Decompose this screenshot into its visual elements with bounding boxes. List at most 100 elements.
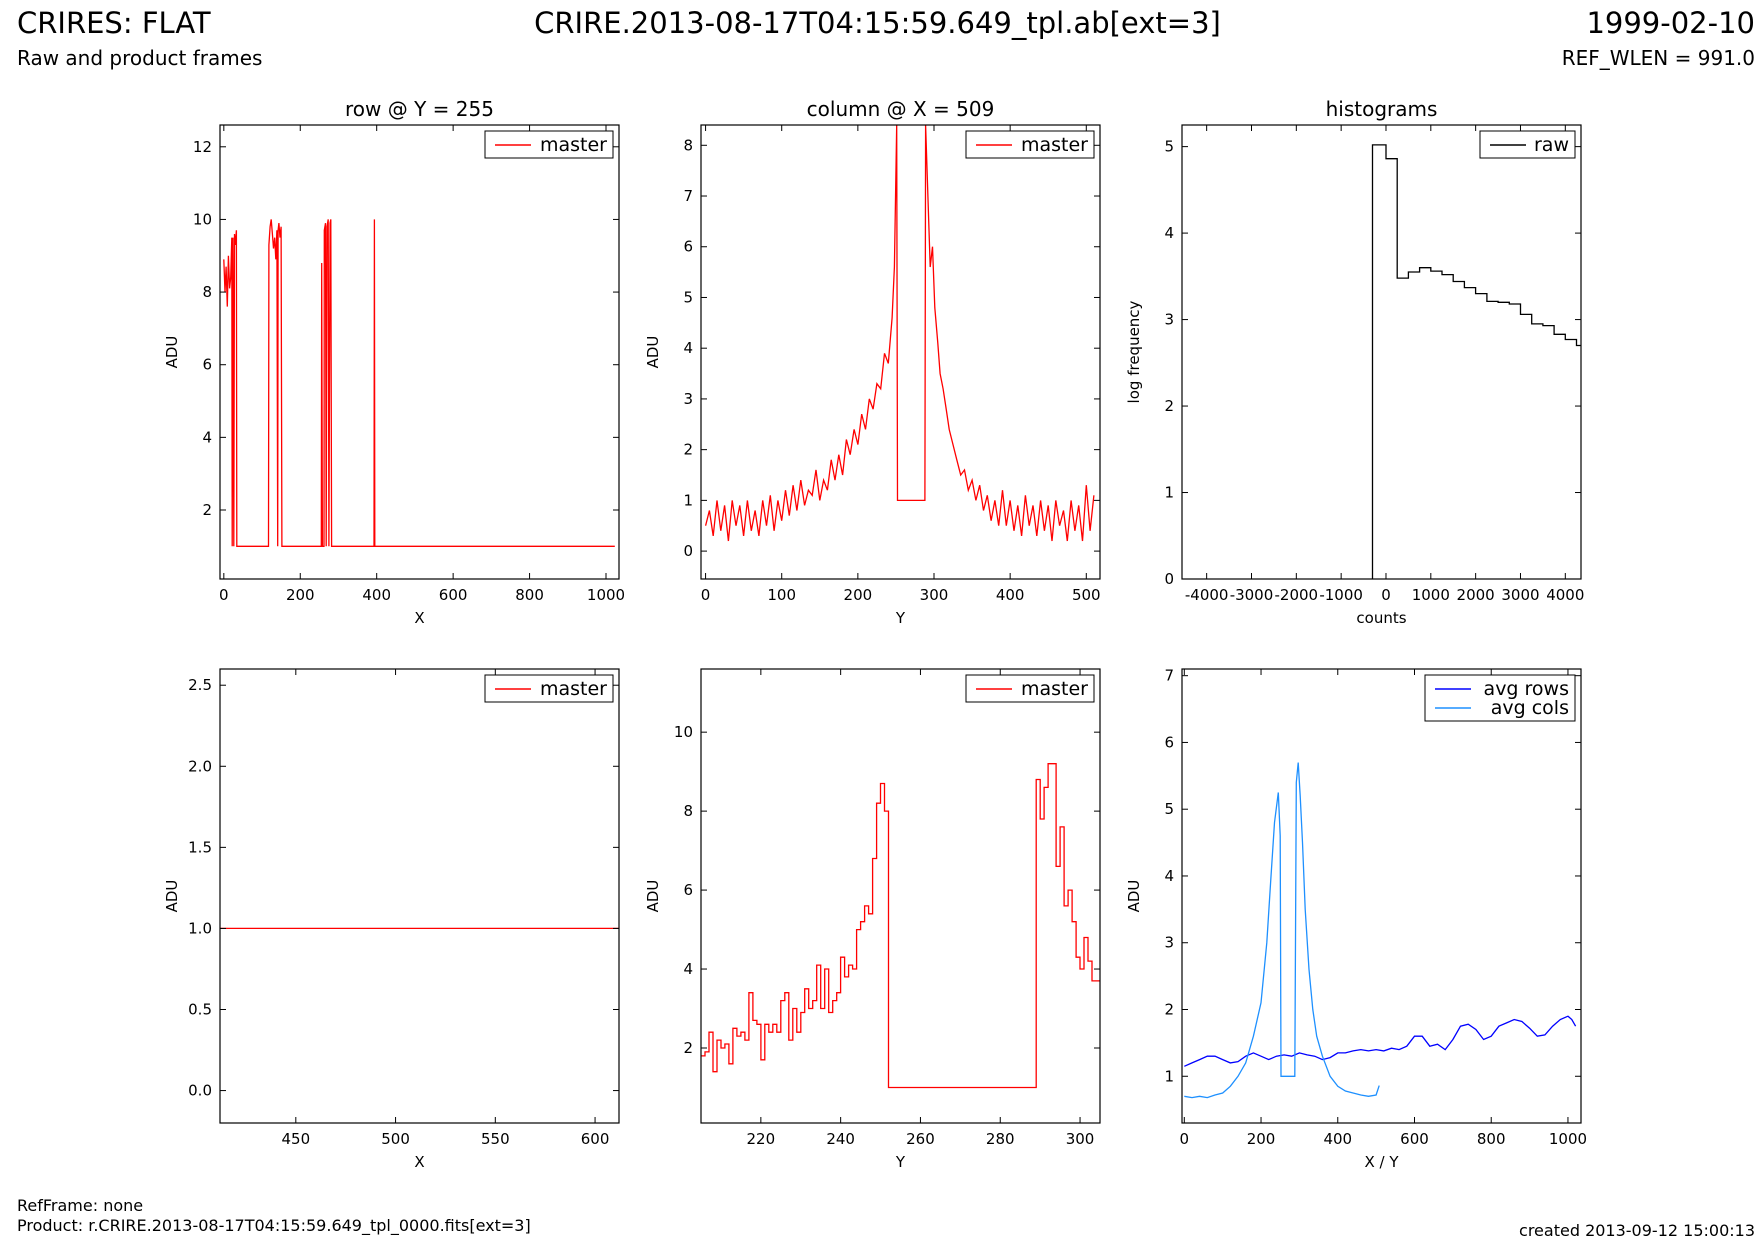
x-tick-label: 200 — [286, 586, 315, 604]
legend-entry: master — [1021, 134, 1088, 156]
y-tick-label: 0.0 — [188, 1082, 212, 1100]
x-tick-label: 600 — [1400, 1130, 1429, 1148]
legend-entry: master — [540, 134, 607, 156]
file-title: CRIRE.2013-08-17T04:15:59.649_tpl.ab[ext… — [534, 6, 1221, 40]
x-tick-label: 0 — [219, 586, 229, 604]
y-tick-label: 1 — [1164, 1067, 1174, 1085]
x-tick-label: 220 — [747, 1130, 776, 1148]
x-tick-label: 1000 — [587, 586, 625, 604]
y-tick-label: 4 — [1164, 867, 1174, 885]
legend-entry: avg rows — [1484, 678, 1569, 700]
y-axis-label: log frequency — [1125, 300, 1143, 403]
x-tick-label: 0 — [1180, 1130, 1190, 1148]
y-tick-label: 3 — [683, 390, 693, 408]
series-line-avg-rows — [1184, 1015, 1577, 1067]
chart-avg: 0 200 400 600 800 1000 1 2 3 4 5 6 7 X / Y ADU avg rows… — [1125, 667, 1587, 1171]
y-tick-label: 6 — [1164, 733, 1174, 751]
plot-frame — [219, 668, 620, 1124]
y-tick-label: 3 — [1164, 311, 1174, 329]
y-tick-label: 5 — [1164, 800, 1174, 818]
plot-frame — [700, 668, 1101, 1124]
product-file: Product: r.CRIRE.2013-08-17T04:15:59.649… — [17, 1216, 531, 1235]
y-tick-label: 1.5 — [188, 838, 212, 856]
x-tick-label: 500 — [1072, 586, 1101, 604]
legend: master — [484, 130, 614, 159]
app-title: CRIRES: FLAT — [17, 6, 211, 40]
x-tick-label: 240 — [826, 1130, 855, 1148]
legend: master — [965, 674, 1095, 703]
x-tick-label: 1000 — [1549, 1130, 1587, 1148]
x-tick-label: -4000 — [1185, 586, 1229, 604]
legend-entry: avg cols — [1491, 697, 1569, 719]
chart-row-zoom: 450 500 550 600 0.0 0.5 1.0 1.5 2.0 2.5 X ADU master — [163, 668, 620, 1171]
y-tick-label: 2.0 — [188, 757, 212, 775]
x-tick-label: 100 — [767, 586, 796, 604]
y-tick-label: 4 — [683, 339, 693, 357]
plot-frame — [219, 124, 620, 580]
x-tick-label: 600 — [439, 586, 468, 604]
y-tick-label: 2 — [1164, 1001, 1174, 1019]
y-tick-label: 6 — [202, 356, 212, 374]
x-tick-label: 400 — [996, 586, 1025, 604]
series-line-master — [701, 763, 1100, 1089]
y-tick-label: 7 — [1164, 667, 1174, 685]
chart-title: column @ X = 509 — [807, 97, 995, 121]
y-tick-label: 6 — [683, 881, 693, 899]
y-axis-label: ADU — [163, 336, 181, 369]
ref-wlen: REF_WLEN = 991.0 — [1561, 46, 1755, 70]
x-tick-label: 300 — [1066, 1130, 1095, 1148]
x-tick-label: 200 — [844, 586, 873, 604]
series-line-master — [223, 219, 615, 547]
x-tick-label: 500 — [381, 1130, 410, 1148]
x-tick-label: 300 — [920, 586, 949, 604]
plot-frame — [700, 124, 1101, 580]
x-tick-label: 4000 — [1546, 586, 1584, 604]
legend: master — [484, 674, 614, 703]
x-tick-label: 450 — [281, 1130, 310, 1148]
x-tick-label: 0 — [701, 586, 711, 604]
y-tick-label: 1 — [683, 491, 693, 509]
y-tick-label: 0 — [1164, 570, 1174, 588]
x-axis-label: Y — [895, 1153, 906, 1171]
x-tick-label: 800 — [1477, 1130, 1506, 1148]
y-tick-label: 7 — [683, 187, 693, 205]
legend-entry: master — [540, 678, 607, 700]
x-tick-label: -2000 — [1275, 586, 1319, 604]
plot-frame — [1181, 124, 1582, 580]
y-tick-label: 6 — [683, 238, 693, 256]
x-tick-label: 260 — [906, 1130, 935, 1148]
legend: master — [965, 130, 1095, 159]
y-tick-label: 10 — [674, 723, 693, 741]
x-tick-label: -1000 — [1319, 586, 1363, 604]
y-tick-label: 8 — [683, 802, 693, 820]
x-tick-label: 550 — [481, 1130, 510, 1148]
chart-row-full: 0 200 400 600 800 1000 2 4 6 8 10 12 row @ Y = 255 X A… — [163, 97, 625, 627]
y-tick-label: 2 — [683, 441, 693, 459]
x-tick-label: 0 — [1381, 586, 1391, 604]
y-tick-label: 1.0 — [188, 919, 212, 937]
y-tick-label: 8 — [683, 136, 693, 154]
y-axis-label: ADU — [644, 880, 662, 913]
y-axis-label: ADU — [163, 880, 181, 913]
plot-frame — [1181, 668, 1582, 1124]
x-tick-label: 400 — [362, 586, 391, 604]
y-tick-label: 1 — [1164, 484, 1174, 502]
chart-title: histograms — [1326, 97, 1438, 121]
y-tick-label: 10 — [193, 210, 212, 228]
x-axis-label: X — [414, 609, 424, 627]
y-tick-label: 8 — [202, 283, 212, 301]
chart-hist: -4000 -3000 -2000 -1000 0 1000 2000 3000 4000 0 1 2… — [1125, 97, 1584, 627]
x-tick-label: 1000 — [1412, 586, 1450, 604]
legend-entry: master — [1021, 678, 1088, 700]
y-tick-label: 0 — [683, 542, 693, 560]
chart-col-full: 0 100 200 300 400 500 0 1 2 3 4 5 6 7 8 column @ X = 50… — [644, 97, 1101, 627]
created-timestamp: created 2013-09-12 15:00:13 — [1519, 1221, 1755, 1240]
y-tick-label: 5 — [683, 288, 693, 306]
series-line-master — [704, 125, 1095, 542]
x-tick-label: 2000 — [1457, 586, 1495, 604]
series-line-avg-cols — [1184, 762, 1380, 1099]
x-tick-label: 280 — [986, 1130, 1015, 1148]
x-tick-label: 600 — [581, 1130, 610, 1148]
